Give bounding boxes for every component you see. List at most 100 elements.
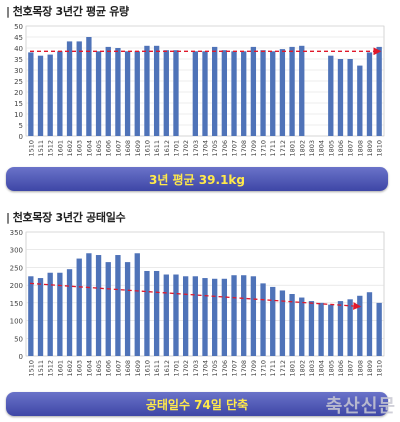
x-tick-label: 1806 (337, 140, 345, 157)
bar-1610 (144, 270, 150, 356)
x-tick-label: 1804 (318, 360, 326, 377)
x-tick-label: 1807 (347, 140, 355, 157)
bar-1712 (279, 290, 286, 356)
x-tick-label: 1711 (269, 140, 277, 157)
x-tick-label: 1706 (221, 360, 229, 377)
x-tick-label: 1608 (124, 360, 132, 377)
bar-1601 (57, 272, 63, 356)
x-tick-label: 1609 (134, 140, 142, 157)
x-tick-label: 1612 (163, 140, 171, 157)
bar-1709 (250, 276, 257, 356)
bar-1601 (57, 51, 63, 136)
x-tick-label: 1709 (250, 140, 258, 157)
x-tick-label: 1605 (95, 360, 103, 377)
bar-1707 (231, 51, 237, 136)
chart2-banner-text: 공태일수 74일 단축 (145, 397, 249, 412)
x-tick-label: 1607 (114, 360, 122, 377)
x-tick-label: 1609 (134, 360, 142, 377)
bar-1702 (182, 276, 189, 356)
bar-1703 (192, 276, 198, 356)
bar-1609 (134, 51, 140, 136)
x-tick-label: 1606 (105, 140, 113, 157)
x-tick-label: 1512 (47, 360, 55, 377)
chart1-banner: 3년 평균 39.1kg (6, 167, 388, 191)
y-tick-label: 40 (14, 45, 23, 53)
x-tick-label: 1702 (182, 360, 190, 377)
bar-1511 (37, 278, 44, 356)
x-tick-label: 1602 (66, 360, 74, 377)
bar-1610 (144, 45, 150, 136)
x-tick-label: 1710 (260, 360, 268, 377)
x-tick-label: 1612 (163, 360, 171, 377)
x-tick-label: 1805 (327, 140, 335, 157)
bar-1810 (376, 302, 382, 356)
bar-1701 (173, 50, 179, 137)
x-tick-label: 1808 (356, 140, 364, 157)
bar-1712 (279, 49, 286, 136)
y-tick-label: 50 (14, 335, 23, 343)
bar-1511 (37, 55, 44, 137)
x-tick-label: 1511 (37, 140, 45, 157)
bar-1701 (173, 274, 179, 356)
bar-1706 (221, 50, 228, 137)
x-tick-label: 1706 (221, 140, 229, 157)
bar-1604 (86, 253, 92, 356)
bar-1807 (347, 59, 353, 136)
x-tick-label: 1602 (66, 140, 74, 157)
bar-1609 (134, 253, 140, 356)
y-tick-label: 0 (19, 353, 23, 361)
y-tick-label: 5 (19, 122, 23, 130)
x-tick-label: 1608 (124, 140, 132, 157)
bar-1603 (76, 41, 82, 136)
x-tick-label: 1703 (192, 360, 200, 377)
bar-1809 (366, 52, 373, 136)
bar-1510 (28, 52, 34, 136)
x-tick-label: 1808 (356, 360, 364, 377)
bar-1704 (202, 278, 208, 356)
bar-1806 (337, 301, 344, 356)
x-tick-label: 1606 (105, 360, 113, 377)
watermark-logo: 축산신문 (325, 396, 396, 417)
x-tick-label: 1512 (47, 140, 55, 157)
bar-1710 (260, 283, 266, 356)
x-tick-label: 1601 (56, 360, 64, 377)
bar-1710 (260, 50, 266, 137)
x-tick-label: 1802 (298, 140, 306, 157)
x-tick-label: 1702 (182, 140, 190, 157)
x-tick-label: 1610 (143, 140, 151, 157)
x-tick-label: 1807 (347, 360, 355, 377)
x-tick-label: 1510 (27, 360, 35, 377)
bar-1608 (124, 262, 131, 356)
bar-1804 (318, 302, 324, 356)
bar-1606 (105, 262, 111, 356)
bar-1512 (47, 54, 53, 136)
bar-1803 (308, 301, 315, 356)
x-tick-label: 1804 (318, 140, 326, 157)
x-tick-label: 1603 (76, 140, 84, 157)
x-tick-label: 1708 (240, 140, 248, 157)
bar-1805 (328, 304, 334, 356)
x-tick-label: 1705 (211, 360, 219, 377)
y-tick-label: 15 (14, 100, 23, 108)
bar-1709 (250, 46, 257, 136)
x-tick-label: 1710 (260, 140, 268, 157)
x-tick-label: 1810 (376, 360, 384, 377)
chart2-heading: | 천호목장 3년간 공태일수 (6, 211, 126, 224)
y-tick-label: 100 (10, 318, 23, 326)
bar-1802 (299, 297, 305, 356)
x-tick-label: 1611 (153, 140, 161, 157)
x-tick-label: 1701 (172, 140, 180, 157)
bar-1809 (366, 292, 373, 356)
y-tick-label: 300 (10, 247, 23, 255)
x-tick-label: 1803 (308, 360, 316, 377)
bar-1808 (357, 295, 363, 356)
x-tick-label: 1604 (85, 140, 93, 157)
x-tick-label: 1803 (308, 140, 316, 157)
x-tick-label: 1712 (279, 360, 287, 377)
bar-1611 (153, 45, 160, 136)
bar-1801 (289, 294, 295, 356)
bar-1512 (47, 272, 53, 356)
x-tick-label: 1611 (153, 360, 161, 377)
bar-1802 (299, 45, 305, 136)
x-tick-label: 1809 (366, 140, 374, 157)
